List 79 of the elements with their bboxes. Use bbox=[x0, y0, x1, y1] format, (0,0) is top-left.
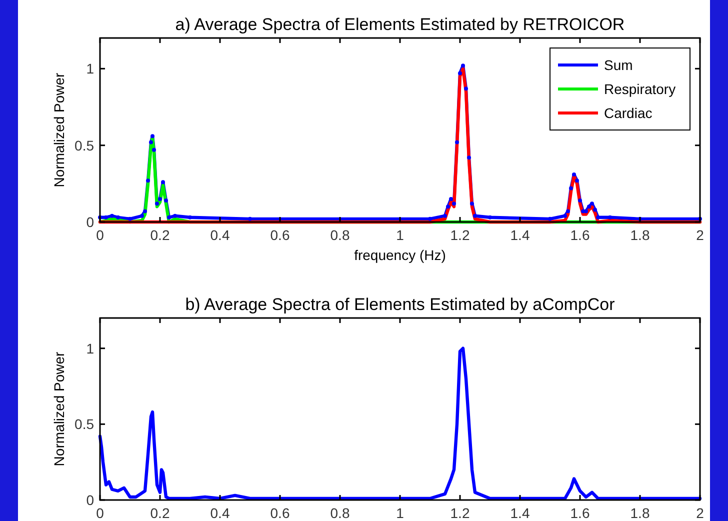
point bbox=[116, 215, 120, 220]
point bbox=[572, 172, 576, 176]
point bbox=[158, 197, 162, 201]
x-tick-label: 0.4 bbox=[210, 505, 230, 521]
point bbox=[146, 178, 150, 183]
x-tick-label: 0.2 bbox=[150, 227, 170, 243]
point bbox=[470, 202, 474, 206]
x-tick-label: 0.6 bbox=[270, 505, 290, 521]
point bbox=[443, 214, 447, 218]
point bbox=[458, 71, 462, 76]
point bbox=[584, 209, 588, 214]
point bbox=[488, 215, 492, 220]
x-tick-label: 1.6 bbox=[570, 505, 590, 521]
y-tick-label: 0 bbox=[86, 492, 94, 508]
point bbox=[587, 204, 591, 209]
point bbox=[593, 208, 597, 212]
point bbox=[188, 215, 192, 220]
x-tick-label: 0 bbox=[96, 505, 104, 521]
point bbox=[152, 148, 156, 152]
point bbox=[578, 198, 582, 203]
point bbox=[128, 216, 132, 221]
x-tick-label: 1.2 bbox=[450, 505, 470, 521]
x-tick-label: 1.4 bbox=[510, 227, 530, 243]
x-tick-label: 2 bbox=[696, 227, 704, 243]
x-tick-label: 0.4 bbox=[210, 227, 230, 243]
point bbox=[110, 214, 114, 218]
point bbox=[446, 204, 450, 209]
point bbox=[155, 202, 159, 206]
point bbox=[173, 214, 177, 218]
line-series bbox=[98, 346, 702, 500]
point bbox=[449, 197, 453, 201]
point bbox=[143, 209, 147, 214]
x-tick-label: 1 bbox=[396, 505, 404, 521]
x-tick-label: 1.8 bbox=[630, 505, 650, 521]
point bbox=[161, 180, 165, 184]
point bbox=[590, 202, 594, 206]
point bbox=[467, 156, 471, 160]
point bbox=[566, 209, 570, 214]
chart-title: a) Average Spectra of Elements Estimated by RETROICOR bbox=[175, 15, 625, 34]
y-tick-label: 0.5 bbox=[74, 416, 94, 432]
point bbox=[167, 215, 171, 220]
point bbox=[461, 64, 465, 68]
x-axis-title: frequency (Hz) bbox=[354, 247, 446, 263]
x-tick-label: 0.2 bbox=[150, 505, 170, 521]
point bbox=[473, 214, 477, 218]
y-tick-label: 0.5 bbox=[74, 137, 94, 154]
chart-title: b) Average Spectra of Elements Estimated by aCompCor bbox=[185, 295, 616, 314]
point bbox=[149, 140, 153, 144]
x-tick-label: 1.6 bbox=[570, 227, 590, 243]
point bbox=[428, 216, 432, 221]
x-tick-label: 0.6 bbox=[270, 227, 290, 243]
x-tick-label: 1 bbox=[396, 227, 404, 243]
y-axis-title: Normalized Power bbox=[51, 351, 67, 466]
y-tick-label: 0 bbox=[86, 214, 94, 230]
y-tick-label: 1 bbox=[86, 60, 94, 77]
point bbox=[596, 215, 600, 220]
point bbox=[164, 198, 168, 203]
x-tick-label: 0.8 bbox=[330, 227, 350, 243]
x-tick-label: 2 bbox=[696, 505, 704, 521]
y-tick-label: 1 bbox=[86, 340, 94, 356]
x-tick-label: 0.8 bbox=[330, 505, 350, 521]
legend-label: Sum bbox=[604, 57, 633, 73]
x-tick-label: 0 bbox=[96, 227, 104, 243]
point bbox=[140, 214, 144, 218]
point bbox=[569, 186, 573, 190]
point bbox=[563, 214, 567, 218]
point bbox=[575, 178, 579, 183]
point bbox=[548, 216, 552, 221]
y-axis-title: Normalized Power bbox=[51, 72, 67, 188]
point bbox=[452, 202, 456, 206]
x-tick-label: 1.8 bbox=[630, 227, 650, 243]
legend-label: Respiratory bbox=[604, 81, 676, 97]
point bbox=[104, 215, 108, 220]
x-tick-label: 1.2 bbox=[450, 227, 470, 243]
x-tick-label: 1.4 bbox=[510, 505, 530, 521]
point bbox=[150, 134, 154, 138]
legend-label: Cardiac bbox=[604, 105, 652, 121]
point bbox=[455, 140, 459, 144]
point bbox=[464, 86, 468, 91]
